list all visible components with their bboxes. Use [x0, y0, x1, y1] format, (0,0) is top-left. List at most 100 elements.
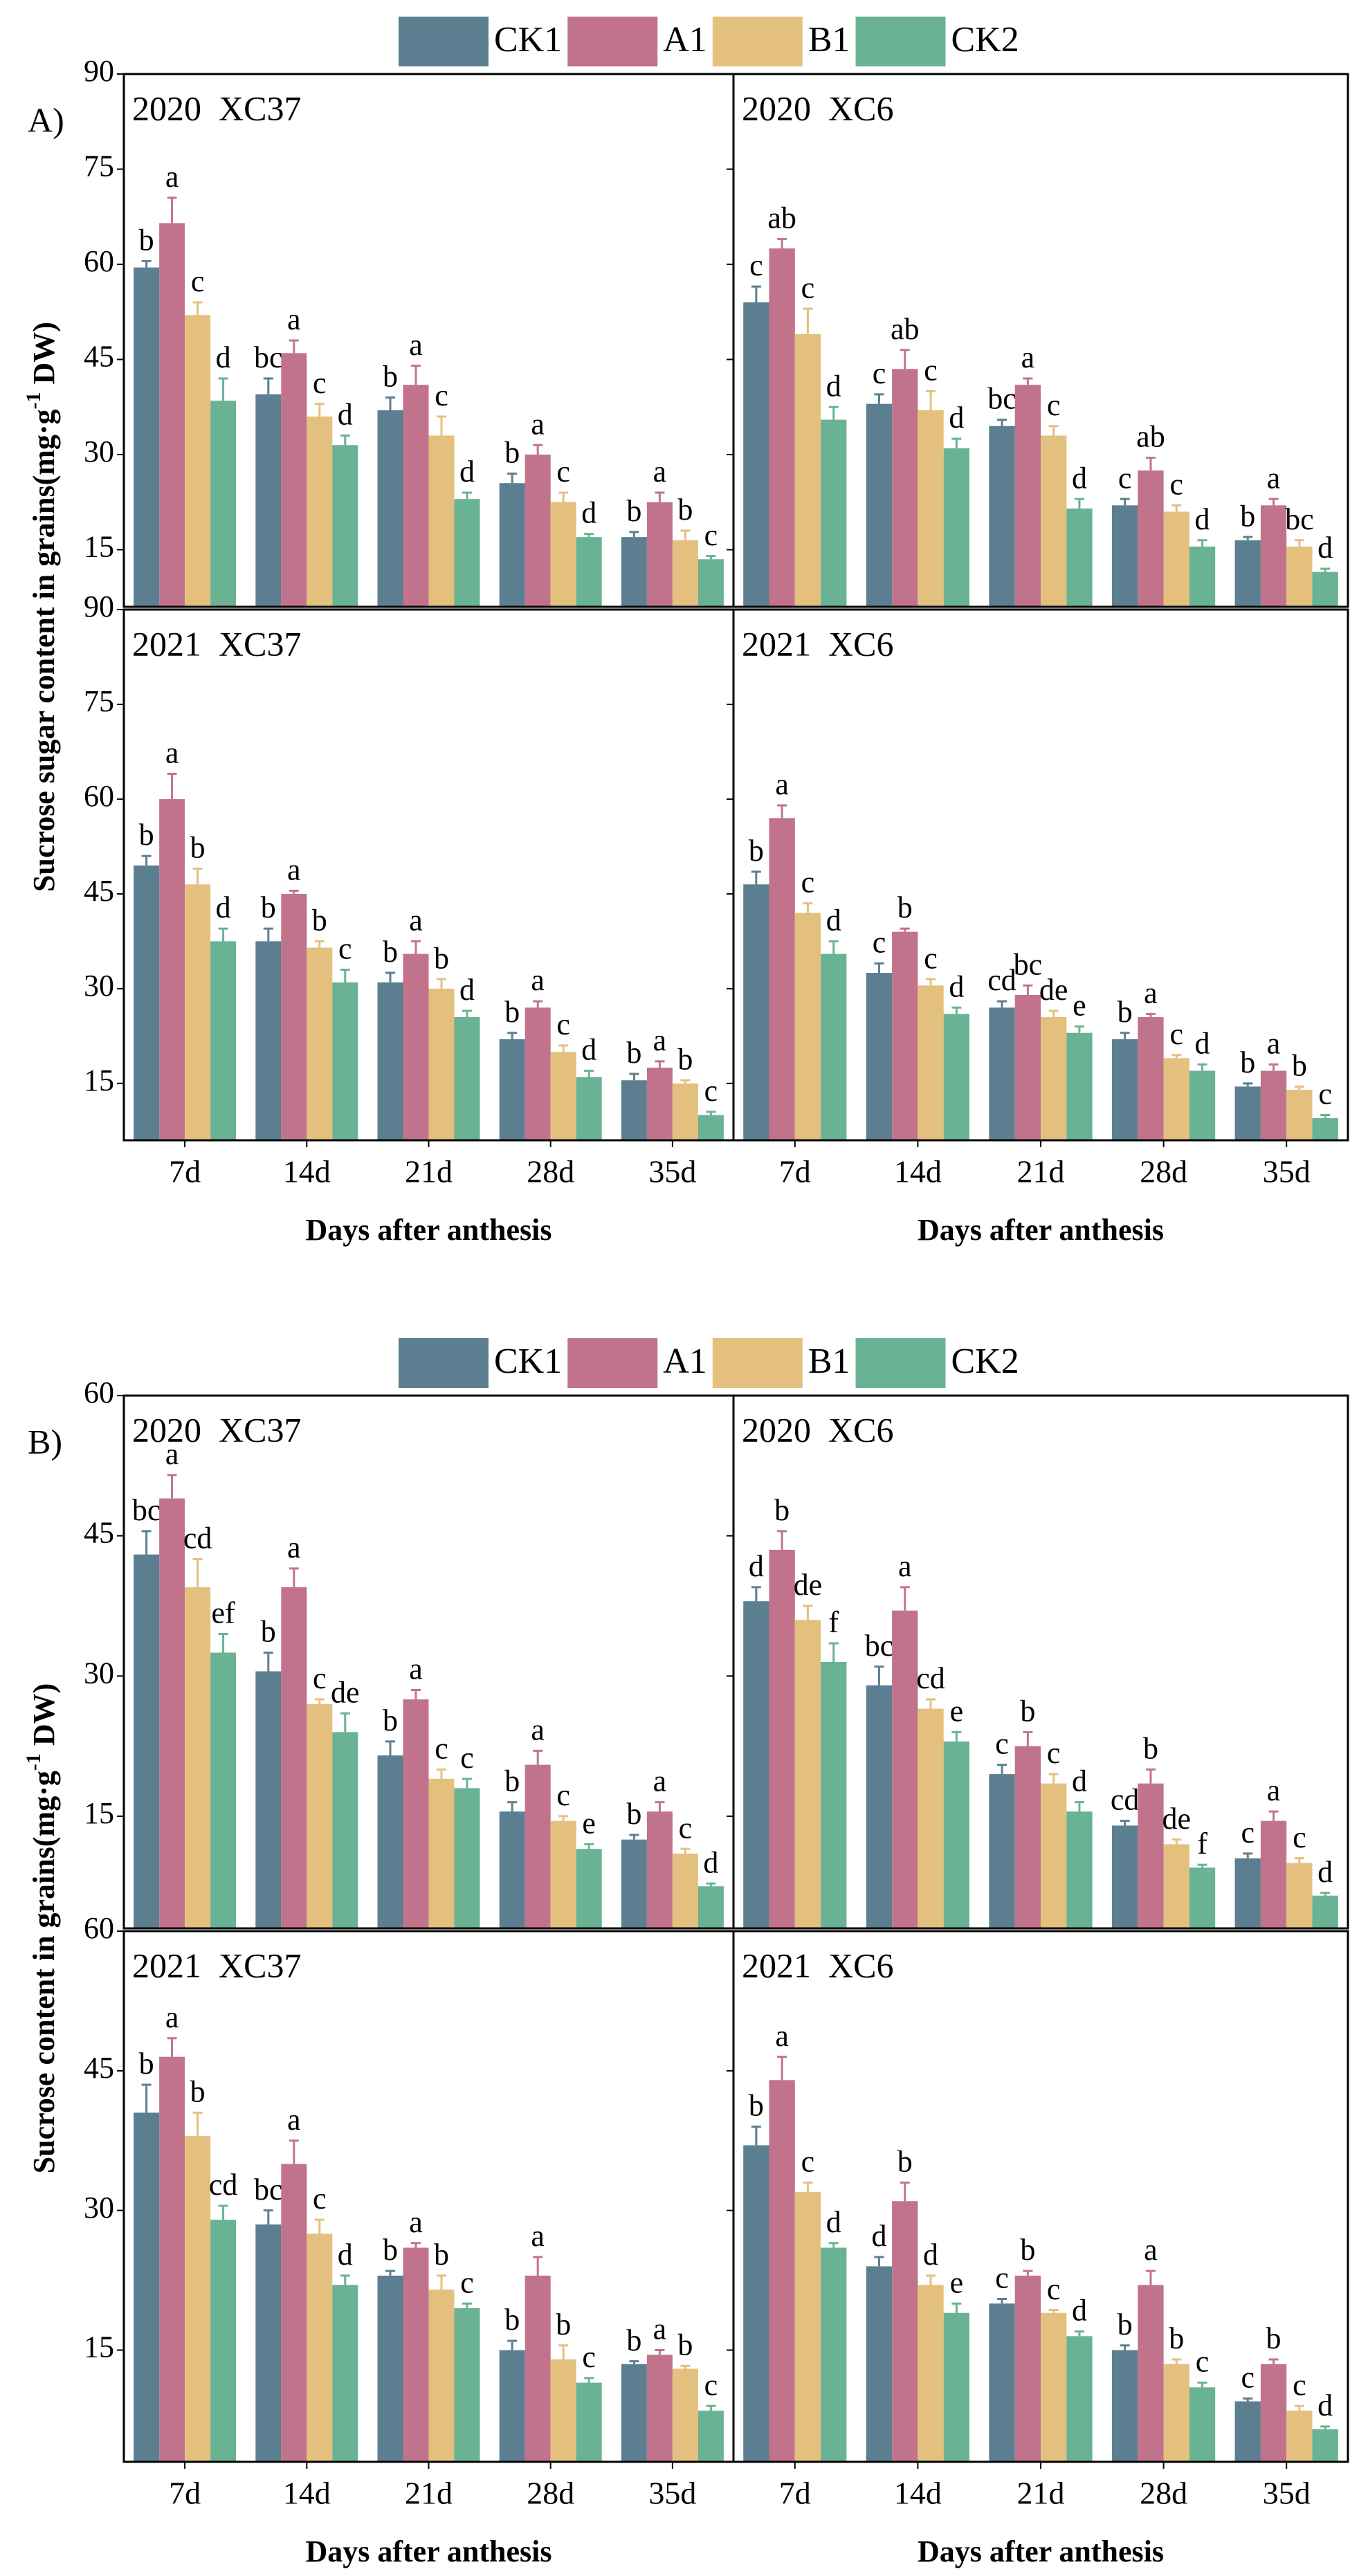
bar: [210, 1652, 237, 1928]
bar: [210, 2220, 237, 2462]
legend-swatch: [567, 17, 658, 66]
significance-letter: a: [775, 767, 789, 801]
error-bar: [462, 1778, 473, 1789]
significance-letter: c: [556, 1007, 570, 1041]
panel-title: 2021 XC37: [132, 624, 301, 663]
bar: [943, 1014, 969, 1140]
significance-letter: bc: [1285, 502, 1314, 536]
y-axis-label-part: Sucrose sugar content in grains(mg·g: [27, 409, 61, 892]
legend-swatch: [712, 17, 803, 66]
bar: [646, 2355, 673, 2462]
significance-letter: c: [1169, 1017, 1183, 1051]
bar: [1163, 511, 1189, 607]
y-tick-label: 45: [84, 1516, 114, 1550]
error-bar: [1243, 536, 1253, 540]
significance-letter: b: [897, 890, 913, 924]
bar: [821, 953, 847, 1140]
bar: [525, 1764, 551, 1928]
bar: [332, 982, 358, 1140]
bar: [1234, 1086, 1261, 1140]
bar: [1286, 1089, 1313, 1140]
error-bar: [900, 349, 910, 369]
bar: [1014, 385, 1041, 607]
significance-letter: d: [216, 890, 231, 924]
error-bar: [167, 197, 177, 223]
bar: [159, 223, 185, 608]
significance-letter: b: [383, 360, 398, 394]
significance-letter: b: [383, 2233, 398, 2267]
significance-letter: a: [165, 2000, 179, 2034]
significance-letter: d: [703, 1845, 718, 1879]
bar: [943, 2312, 969, 2462]
significance-letter: c: [435, 378, 448, 412]
y-tick-label: 30: [84, 435, 114, 468]
x-axis-label: Days after anthesis: [918, 2534, 1164, 2568]
bar: [1041, 1016, 1067, 1140]
significance-letter: e: [1073, 989, 1086, 1023]
significance-letter: c: [1047, 388, 1061, 422]
error-bar: [584, 1843, 594, 1849]
significance-letter: de: [1162, 1802, 1191, 1836]
bar: [821, 419, 847, 607]
significance-letter: c: [460, 2265, 474, 2299]
y-tick-label: 45: [84, 874, 114, 908]
error-bar: [1074, 497, 1084, 509]
significance-letter: d: [949, 969, 964, 1003]
error-bar: [1023, 984, 1033, 995]
y-tick-label: 30: [84, 2191, 114, 2225]
error-bar: [507, 473, 518, 484]
bar: [1189, 2387, 1216, 2462]
bar: [134, 2112, 160, 2462]
error-bar: [655, 1801, 665, 1812]
figure-label: B): [28, 1422, 62, 1461]
bar: [697, 2410, 724, 2462]
bar: [428, 435, 455, 607]
y-tick-label: 90: [84, 54, 114, 88]
significance-letter: d: [826, 369, 841, 403]
bar: [550, 502, 576, 607]
error-bar: [385, 971, 395, 983]
error-bar: [192, 1558, 203, 1587]
error-bar: [777, 1530, 787, 1550]
bar: [403, 1699, 429, 1928]
significance-letter: a: [1144, 976, 1158, 1010]
error-bar: [533, 2256, 543, 2276]
significance-letter: c: [873, 356, 886, 390]
error-bar: [874, 393, 884, 404]
legend-label: A1: [663, 20, 707, 60]
significance-letter: d: [338, 2238, 353, 2272]
error-bar: [1320, 1113, 1331, 1119]
significance-letter: e: [950, 2265, 964, 2299]
error-bar: [951, 437, 962, 448]
bar: [769, 248, 795, 607]
significance-letter: b: [190, 2074, 206, 2108]
significance-letter: f: [1197, 1827, 1207, 1861]
bar: [918, 985, 944, 1140]
error-bar: [385, 1740, 395, 1756]
y-axis-label-part: DW): [27, 322, 61, 392]
bar: [134, 1554, 160, 1928]
bar: [672, 2368, 698, 2462]
significance-letter: b: [626, 1036, 641, 1070]
bar: [943, 448, 969, 607]
bar: [1234, 540, 1261, 607]
significance-letter: b: [774, 1493, 790, 1527]
significance-letter: b: [749, 2089, 764, 2123]
bar: [255, 394, 282, 607]
error-bar: [1243, 1852, 1253, 1858]
significance-letter: d: [459, 973, 475, 1007]
significance-letter: c: [1241, 2361, 1255, 2395]
significance-letter: a: [531, 407, 545, 441]
error-bar: [507, 1801, 518, 1812]
error-bar: [706, 1882, 716, 1887]
bar: [743, 302, 769, 607]
x-tick-label: 14d: [894, 2476, 942, 2511]
bar: [428, 988, 455, 1140]
bar: [307, 1703, 333, 1928]
error-bar: [263, 377, 273, 394]
x-tick-label: 28d: [527, 1154, 574, 1189]
bar: [1312, 1118, 1338, 1140]
significance-letter: e: [950, 1694, 964, 1728]
panel-title: 2020 XC37: [132, 1410, 301, 1449]
significance-letter: b: [504, 1764, 520, 1798]
